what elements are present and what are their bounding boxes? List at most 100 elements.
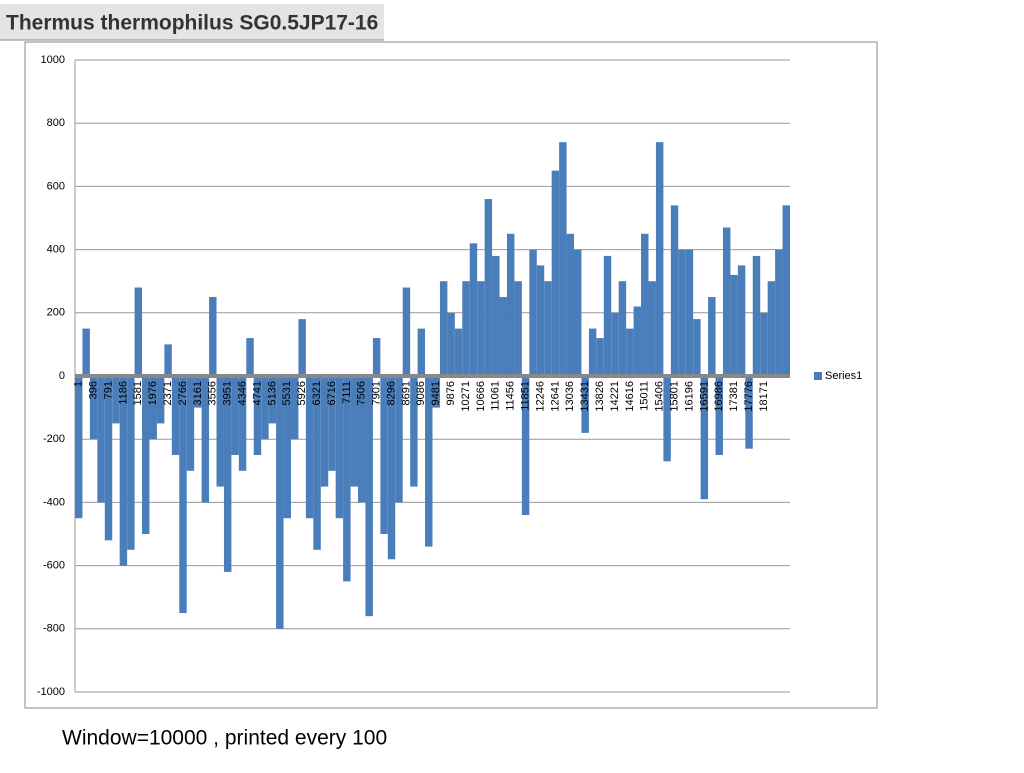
bar bbox=[737, 265, 746, 376]
x-tick-label: 10666 bbox=[475, 381, 487, 412]
x-tick-label: 18171 bbox=[758, 381, 770, 412]
bar bbox=[462, 281, 470, 376]
bar bbox=[708, 297, 716, 376]
bar bbox=[372, 338, 381, 376]
x-tick-label: 15011 bbox=[639, 381, 651, 411]
x-tick-label: 1 bbox=[73, 381, 85, 387]
bar bbox=[417, 328, 426, 376]
bar bbox=[685, 249, 694, 376]
bar bbox=[97, 376, 105, 503]
bar bbox=[559, 142, 567, 376]
x-tick-label: 1976 bbox=[147, 381, 159, 405]
x-tick-label: 9876 bbox=[445, 381, 457, 405]
bar bbox=[760, 312, 768, 376]
x-tick-label: 1581 bbox=[132, 381, 144, 405]
bar bbox=[164, 344, 172, 376]
x-tick-label: 8296 bbox=[385, 381, 397, 405]
bar bbox=[730, 274, 738, 376]
bar bbox=[722, 227, 731, 376]
x-tick-label: 2766 bbox=[177, 381, 189, 405]
bar bbox=[469, 243, 478, 376]
x-tick-label: 16591 bbox=[698, 381, 710, 412]
bar bbox=[179, 376, 187, 613]
bar bbox=[335, 376, 344, 519]
bar bbox=[134, 287, 143, 376]
bar bbox=[425, 376, 433, 547]
bar bbox=[75, 376, 83, 519]
bar bbox=[454, 328, 463, 376]
bar bbox=[775, 249, 783, 376]
bar bbox=[767, 281, 776, 376]
x-tick-label: 1186 bbox=[117, 381, 129, 405]
bar bbox=[402, 287, 411, 376]
x-tick-label: 5136 bbox=[266, 381, 278, 405]
bar bbox=[536, 265, 545, 376]
bar bbox=[663, 376, 671, 462]
bar bbox=[387, 376, 396, 560]
x-tick-label: 9086 bbox=[415, 381, 427, 405]
y-tick-label: 0 bbox=[59, 370, 65, 382]
bar bbox=[633, 306, 642, 376]
x-tick-label: 11851 bbox=[520, 381, 532, 411]
y-tick-label: 200 bbox=[47, 307, 65, 319]
x-tick-label: 17381 bbox=[728, 381, 740, 412]
bar bbox=[700, 376, 709, 500]
x-tick-label: 396 bbox=[88, 381, 100, 399]
bar bbox=[223, 376, 232, 572]
bar bbox=[283, 376, 291, 519]
bar bbox=[693, 319, 701, 376]
y-tick-label: 1000 bbox=[41, 54, 65, 66]
bar bbox=[484, 199, 493, 376]
x-tick-label: 4346 bbox=[236, 381, 248, 405]
bar bbox=[439, 281, 448, 376]
title-box bbox=[0, 4, 384, 40]
bar bbox=[380, 376, 388, 534]
bar bbox=[261, 376, 269, 440]
bar bbox=[588, 328, 597, 376]
bar bbox=[149, 376, 157, 440]
x-tick-label: 10271 bbox=[460, 381, 472, 412]
x-tick-label: 9481 bbox=[430, 381, 442, 405]
bar bbox=[603, 255, 612, 376]
x-tick-label: 8691 bbox=[400, 381, 412, 405]
bar bbox=[715, 376, 723, 455]
bar bbox=[127, 376, 135, 550]
x-tick-label: 15406 bbox=[654, 381, 666, 412]
bar bbox=[782, 205, 790, 376]
y-tick-label: -1000 bbox=[37, 686, 65, 698]
y-tick-label: -400 bbox=[43, 496, 65, 508]
bar bbox=[194, 376, 202, 408]
bar bbox=[238, 376, 247, 471]
bar bbox=[521, 376, 530, 516]
y-tick-label: 600 bbox=[47, 180, 65, 192]
bar bbox=[276, 376, 284, 629]
bar bbox=[358, 376, 366, 503]
x-tick-label: 7901 bbox=[371, 381, 383, 405]
bar bbox=[551, 170, 560, 376]
bar bbox=[432, 376, 440, 408]
x-tick-label: 3161 bbox=[192, 381, 204, 405]
bar bbox=[395, 376, 403, 503]
bar bbox=[343, 376, 351, 582]
bar bbox=[447, 312, 455, 376]
bar bbox=[492, 255, 500, 376]
bar bbox=[298, 319, 306, 376]
caption: Window=10000 , printed every 100 bbox=[62, 727, 387, 750]
bar bbox=[209, 297, 217, 376]
legend-label: Series1 bbox=[825, 370, 862, 382]
bar bbox=[313, 376, 321, 550]
x-tick-label: 7111 bbox=[341, 381, 353, 404]
x-tick-label: 13036 bbox=[564, 381, 576, 412]
bar bbox=[365, 376, 373, 617]
y-tick-label: -200 bbox=[43, 433, 65, 445]
x-tick-label: 17776 bbox=[743, 381, 755, 412]
bar bbox=[290, 376, 299, 440]
x-tick-label: 791 bbox=[102, 381, 114, 399]
bar bbox=[514, 281, 522, 376]
bar bbox=[201, 376, 210, 503]
bar bbox=[529, 249, 537, 376]
y-tick-label: -800 bbox=[43, 623, 65, 635]
y-tick-label: -600 bbox=[43, 560, 65, 572]
x-tick-label: 6321 bbox=[311, 381, 323, 405]
